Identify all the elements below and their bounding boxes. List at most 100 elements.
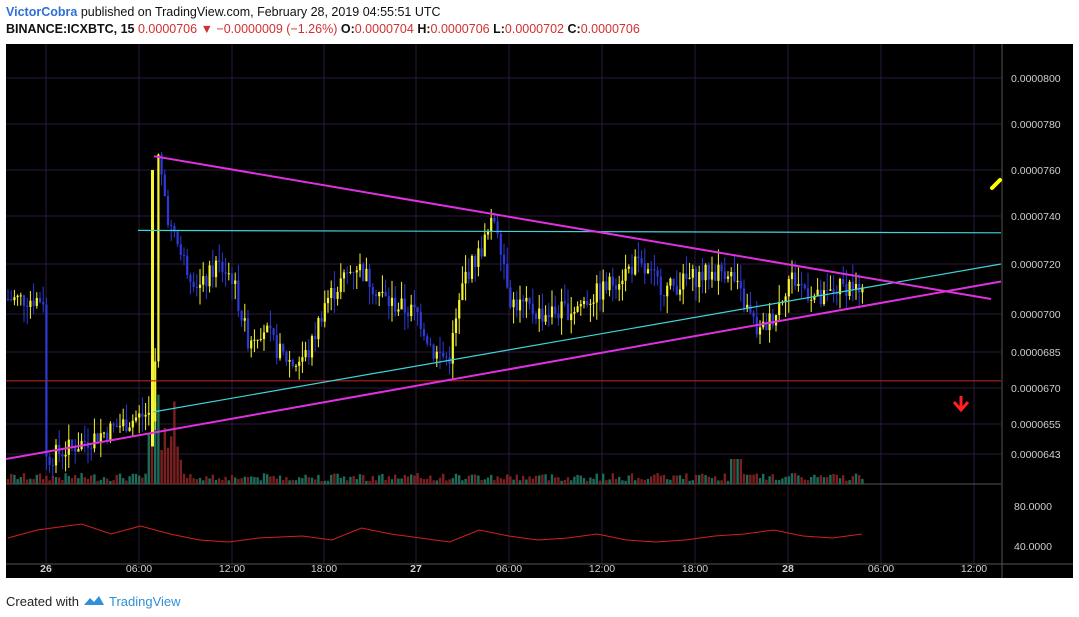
spike-candle [151,170,154,447]
candle-body [400,298,403,310]
volume-bar [298,477,301,484]
volume-bar [816,477,819,484]
volume-bar [294,480,298,484]
volume-bar [768,476,771,484]
chart-svg[interactable]: 0.0000800 0.0000780 0.0000760 0.0000740 0.00… [6,44,1073,578]
candle-body [109,423,112,441]
candle-body [547,315,550,318]
candle-body [189,275,192,282]
volume-bar [160,449,163,484]
candle-body [490,217,493,231]
candle-body [51,464,54,466]
volume-bar [688,480,691,484]
candle-body [163,174,166,197]
candle-body [413,304,416,308]
volume-bar [621,480,624,484]
candle-body [26,305,29,307]
candle-body [320,318,323,322]
volume-bar [291,479,294,484]
volume-bar [211,474,214,484]
x-tick-label: 12:00 [589,563,615,575]
candle-body [566,303,570,321]
symbol-label: BINANCE:ICXBTC, 15 [6,22,135,36]
volume-bar [506,474,509,484]
x-tick-label: 18:00 [311,563,337,575]
volume-bar [832,473,835,484]
volume-bar [269,476,272,484]
candle-body [282,343,285,352]
candle-body [70,439,74,446]
x-tick-label: 06:00 [868,563,894,575]
candle-body [675,285,678,295]
candle-body [410,304,413,317]
volume-bar [102,477,106,484]
candle-body [224,272,227,274]
candle-body [259,339,262,341]
volume-bar [541,474,544,484]
candle-body [310,336,314,358]
volume-bar [35,474,38,484]
candle-body [611,276,614,286]
channel-top-line [137,229,1002,234]
candle-body [256,339,259,341]
volume-bar [128,476,131,484]
candle-body [102,432,106,434]
y-tick-label: 0.0000780 [1011,119,1061,131]
volume-bar [851,476,854,484]
candle-body [656,270,659,277]
candle-body [403,298,406,313]
volume-bar [358,474,362,484]
volume-bar [275,478,278,484]
volume-bar [314,479,317,484]
candle-body [416,307,419,312]
volume-bar [755,473,758,484]
volume-bar [598,480,602,484]
candle-body [374,294,378,297]
chart-canvas[interactable]: 0.0000800 0.0000780 0.0000760 0.0000740 0.00… [6,44,1073,578]
candle-body [99,433,102,443]
candle-body [202,276,205,285]
volume-bar [157,394,160,484]
volume-bar [499,478,502,484]
volume-bar [691,480,694,484]
candle-body [429,343,432,345]
candle-body [486,230,490,235]
volume-bar [115,474,118,484]
candle-body [474,255,477,267]
candle-body [621,280,624,285]
candle-body [838,279,842,295]
candle-body [704,264,707,281]
candle-body [634,256,637,275]
volume-bar [336,473,339,484]
ohlc-line: BINANCE:ICXBTC, 15 0.0000706 ▼ −0.000000… [6,21,1076,38]
candle-body [550,306,554,318]
candle-body [573,311,576,314]
volume-bars [6,394,864,484]
candle-body [90,447,93,449]
volume-bar [307,477,310,484]
volume-bar [627,475,630,484]
volume-bar [784,476,787,484]
candle-body [138,413,141,418]
author-link[interactable]: VictorCobra [6,5,78,19]
candle-body [794,272,797,286]
volume-bar [813,474,816,484]
volume-bar [234,477,237,484]
candle-body [605,281,608,291]
candle-body [662,294,666,297]
volume-bar [362,475,365,484]
x-tick-label: 12:00 [961,563,987,575]
x-tick-label: 06:00 [496,563,522,575]
tradingview-brand[interactable]: TradingView [108,593,181,609]
candle-body [733,271,736,282]
candle-body [701,271,704,281]
candle-body [352,271,355,273]
candle-body [134,417,138,421]
candle-body [502,254,506,265]
candle-body [810,299,813,301]
candle-body [77,449,80,452]
candle-body [826,290,829,292]
candle-body [829,289,832,291]
volume-bar [323,480,326,484]
volume-bar [445,480,448,484]
